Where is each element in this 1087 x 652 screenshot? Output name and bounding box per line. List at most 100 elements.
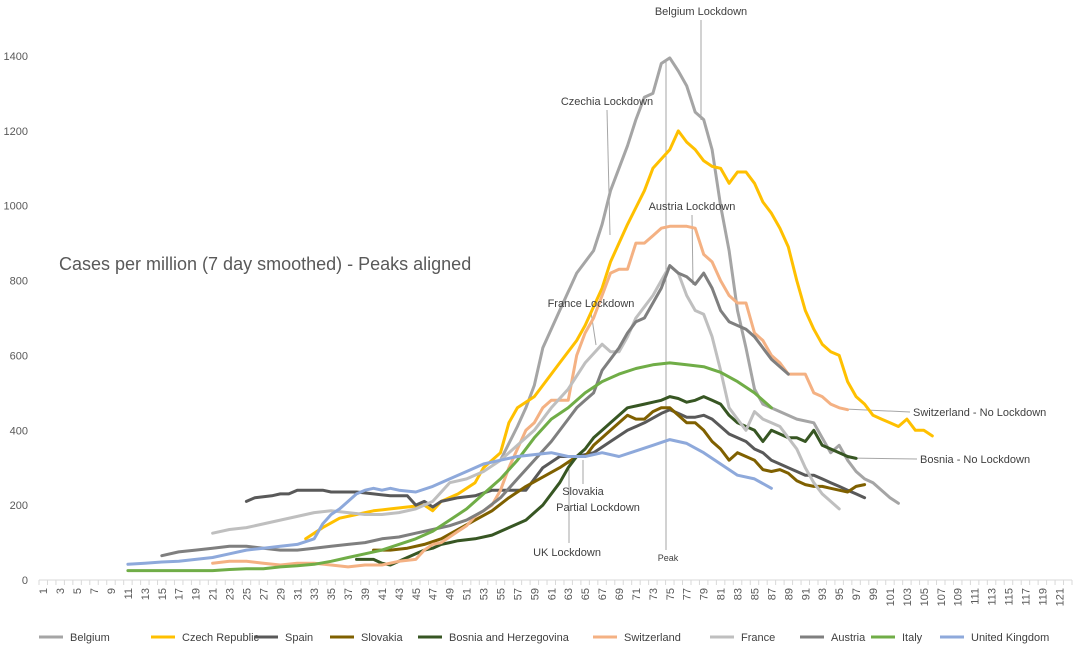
x-tick-label: 5 — [72, 588, 84, 594]
x-tick-label: 105 — [919, 588, 931, 606]
x-tick-label: 117 — [1020, 588, 1032, 606]
annotation-label: Belgium Lockdown — [655, 6, 747, 18]
series-line-austria — [160, 264, 790, 558]
x-tick-label: 41 — [377, 588, 389, 600]
x-tick-label: 107 — [936, 588, 948, 606]
y-tick-label: 1200 — [4, 126, 28, 138]
legend-label: Czech Republic — [182, 632, 260, 644]
series-lines — [126, 56, 934, 573]
annotation-label: France Lockdown — [548, 298, 635, 310]
x-tick-label: 113 — [987, 588, 999, 606]
x-tick-label: 15 — [157, 588, 169, 600]
y-tick-label: 800 — [10, 276, 28, 288]
legend-label: Switzerland — [624, 632, 681, 644]
y-tick-label: 400 — [10, 425, 28, 437]
y-tick-label: 600 — [10, 350, 28, 362]
annotation-leader-line — [847, 457, 918, 460]
legend-label: Italy — [902, 632, 923, 644]
series-line-bosnia-and-herzegovina — [355, 395, 858, 567]
x-tick-label: 33 — [309, 588, 321, 600]
x-tick-label: 23 — [225, 588, 237, 600]
x-tick-label: 25 — [241, 588, 253, 600]
annotation-label: Slovakia — [562, 486, 604, 498]
legend-label: Austria — [831, 632, 866, 644]
x-tick-label: 69 — [614, 588, 626, 600]
x-tick-label: 51 — [462, 588, 474, 600]
series-line-spain — [244, 408, 867, 509]
x-tick-label: 75 — [665, 588, 677, 600]
x-tick-label: 61 — [546, 588, 558, 600]
x-tick-label: 95 — [834, 588, 846, 600]
x-axis — [38, 579, 1073, 585]
chart-title: Cases per million (7 day smoothed) - Pea… — [59, 254, 471, 274]
x-tick-label: 49 — [445, 588, 457, 600]
y-tick-label: 1000 — [4, 201, 28, 213]
series-line-czech-republic — [304, 129, 934, 541]
x-tick-label: 45 — [411, 588, 423, 600]
x-tick-label: 47 — [428, 588, 440, 600]
x-tick-label: 103 — [902, 588, 914, 606]
series-line-france — [211, 264, 841, 535]
x-tick-label: 53 — [479, 588, 491, 600]
x-tick-label: 101 — [885, 588, 897, 606]
x-tick-label: 109 — [953, 588, 965, 606]
annotation-label: Czechia Lockdown — [561, 96, 653, 108]
x-tick-label: 115 — [1003, 588, 1015, 606]
annotation-leader-lines — [568, 20, 918, 550]
series-line-united-kingdom — [126, 438, 773, 566]
x-tick-label: 17 — [174, 588, 186, 600]
x-tick-label: 21 — [208, 588, 220, 600]
annotation-leader-line — [590, 311, 597, 346]
x-tick-label: 9 — [106, 588, 118, 594]
x-tick-label: 7 — [89, 588, 101, 594]
x-tick-label: 3 — [55, 588, 67, 594]
x-tick-label: 39 — [360, 588, 372, 600]
y-tick-label: 200 — [10, 500, 28, 512]
series-line-slovakia — [372, 406, 867, 552]
x-tick-label: 63 — [563, 588, 575, 600]
x-tick-label: 37 — [343, 588, 355, 600]
x-tick-label: 119 — [1037, 588, 1049, 606]
x-tick-label: 67 — [597, 588, 609, 600]
series-line-switzerland — [211, 224, 850, 569]
y-tick-label: 0 — [22, 575, 28, 587]
x-tick-label: 31 — [292, 588, 304, 600]
x-tick-label: 35 — [326, 588, 338, 600]
x-tick-label: 79 — [699, 588, 711, 600]
legend-label: Belgium — [70, 632, 110, 644]
annotation-label: Austria Lockdown — [649, 201, 736, 213]
x-tick-label: 27 — [258, 588, 270, 600]
legend-label: United Kingdom — [971, 632, 1049, 644]
x-tick-label: 77 — [682, 588, 694, 600]
legend-label: France — [741, 632, 775, 644]
x-tick-label: 11 — [123, 588, 135, 599]
x-tick-label: 73 — [648, 588, 660, 600]
x-tick-label: 57 — [512, 588, 524, 600]
x-tick-label: 111 — [970, 588, 982, 605]
x-tick-label: 81 — [716, 588, 728, 600]
legend-label: Bosnia and Herzegovina — [449, 632, 570, 644]
x-tick-label: 93 — [817, 588, 829, 600]
series-line-belgium — [499, 56, 900, 505]
y-axis-labels: 0 200 400 600 800 1000 1200 1400 — [4, 51, 28, 587]
x-tick-label: 19 — [191, 588, 203, 600]
y-tick-label: 1400 — [4, 51, 28, 63]
x-tick-label: 97 — [851, 588, 863, 600]
series-line-italy — [126, 361, 773, 573]
x-tick-label: 85 — [749, 588, 761, 600]
x-tick-label: 99 — [868, 588, 880, 600]
annotation-label: Partial Lockdown — [556, 502, 640, 514]
x-tick-label: 83 — [733, 588, 745, 600]
legend-label: Slovakia — [361, 632, 403, 644]
x-tick-label: 89 — [783, 588, 795, 600]
x-tick-label: 1 — [38, 588, 50, 594]
x-tick-label: 65 — [580, 588, 592, 600]
x-axis-labels: 1 3 5 7 9 11 13 15 17 19 21 23 25 27 29 31 33 35 37 39 41 43 4… — [38, 588, 1066, 606]
annotations: Belgium Lockdown Czechia Lockdown Austria … — [533, 6, 1046, 563]
annotation-label: UK Lockdown — [533, 547, 601, 559]
x-tick-label: 55 — [495, 588, 507, 600]
x-tick-label: 91 — [800, 588, 812, 600]
annotation-label: Peak — [658, 553, 679, 563]
